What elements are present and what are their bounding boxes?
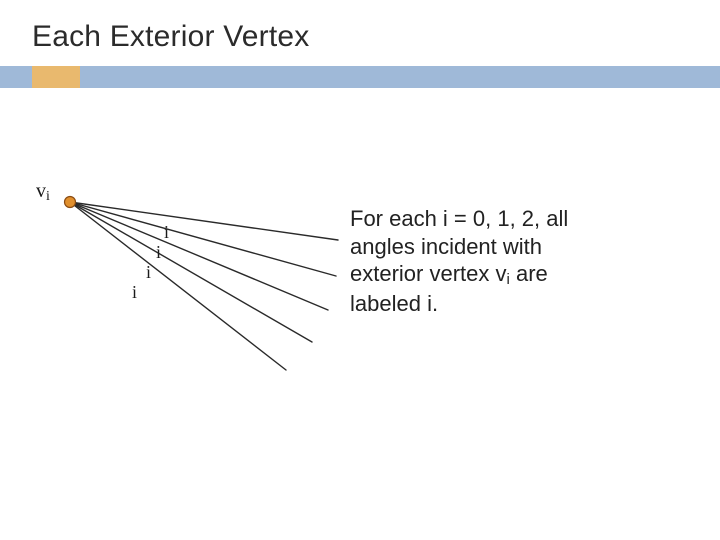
- vertex-label-var: v: [36, 180, 46, 202]
- body-line-1: For each i = 0, 1, 2, all: [350, 206, 568, 231]
- angle-label-i: i: [146, 262, 151, 283]
- angle-label-i: i: [164, 222, 169, 243]
- vertex-ray-diagram: vi iiii: [28, 180, 348, 380]
- angle-label-i: i: [156, 242, 161, 263]
- ray: [70, 202, 328, 310]
- ray: [70, 202, 286, 370]
- vertex-label: vi: [36, 180, 50, 205]
- title-rule-accent: [32, 66, 80, 88]
- ray: [70, 202, 338, 240]
- vertex-label-sub: i: [46, 189, 50, 204]
- slide: Each Exterior Vertex vi iiii For each i …: [0, 0, 720, 540]
- body-line-2: angles incident with: [350, 234, 542, 259]
- angle-label-i: i: [132, 282, 137, 303]
- ray: [70, 202, 336, 276]
- title-rule-bar: [0, 66, 720, 88]
- body-text: For each i = 0, 1, 2, all angles inciden…: [350, 205, 670, 317]
- body-line-4: labeled i.: [350, 291, 438, 316]
- slide-title: Each Exterior Vertex: [32, 20, 309, 54]
- ray: [70, 202, 312, 342]
- body-line-3a: exterior vertex v: [350, 261, 507, 286]
- vertex-dot: [65, 197, 76, 208]
- body-line-3b: are: [510, 261, 548, 286]
- diagram-svg: [28, 180, 348, 380]
- rays-group: [70, 202, 338, 370]
